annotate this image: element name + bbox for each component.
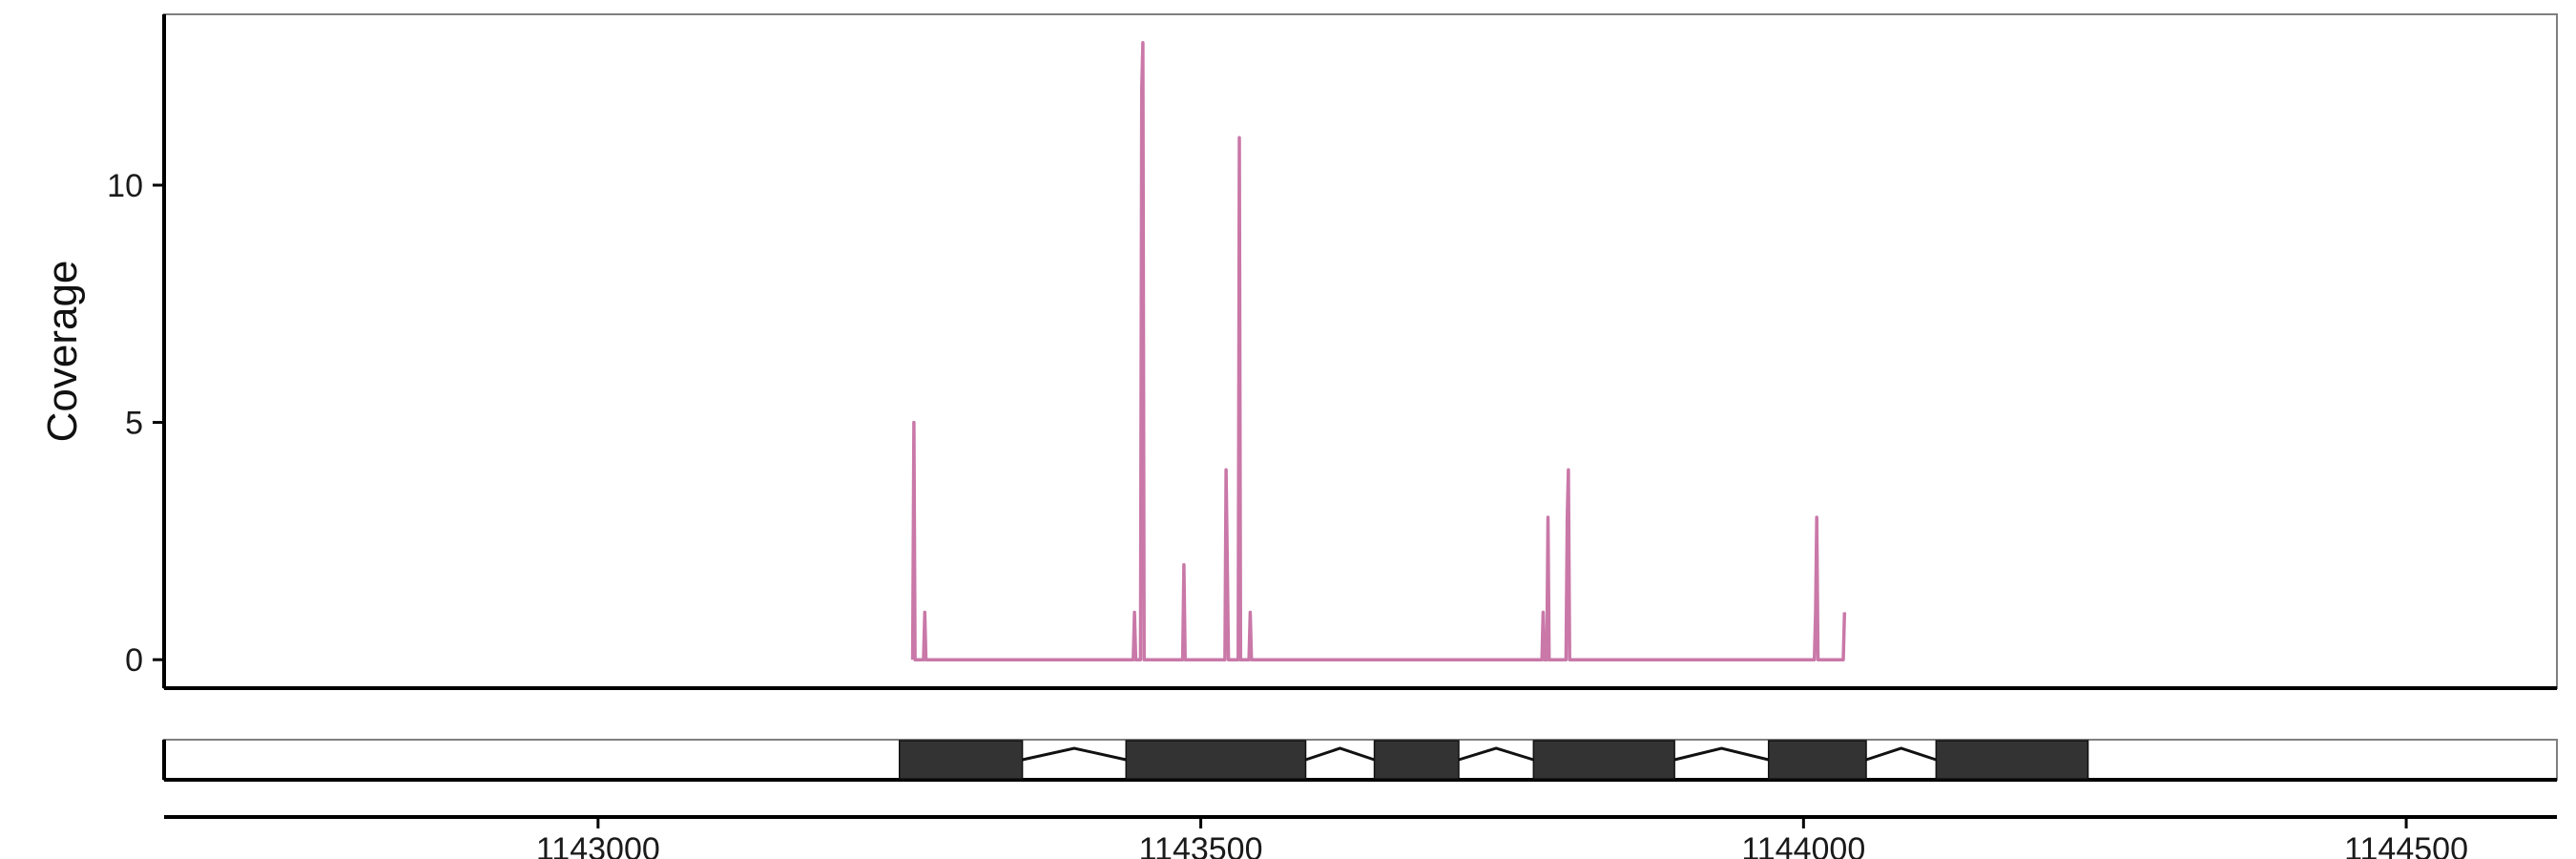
x-tick-label: 1143000 [536, 831, 660, 859]
intron-connectors [1022, 746, 1937, 762]
y-tick-label: 0 [125, 642, 143, 679]
coverage-panel: 0 5 10 Coverage [39, 13, 2558, 690]
intron-connector [1458, 746, 1534, 762]
x-axis-ticks: 1143000 1143500 1144000 1144500 [536, 817, 2468, 859]
intron-connector [1865, 746, 1937, 762]
exon-block [898, 740, 1024, 780]
gene-track-border [163, 739, 2558, 781]
x-axis: 1143000 1143500 1144000 1144500 [164, 815, 2557, 859]
exon-block [1532, 740, 1675, 780]
exon-block [1767, 740, 1867, 780]
intron-connector [1673, 746, 1770, 762]
intron-connector [1305, 746, 1376, 762]
intron-connector [1022, 746, 1127, 762]
y-tick-label: 10 [107, 168, 143, 204]
gene-track [162, 739, 2558, 782]
exon-block [1125, 740, 1307, 780]
coverage-line [910, 41, 1847, 661]
y-axis-ticks: 0 5 10 [107, 168, 164, 679]
x-tick-label: 1144500 [2344, 831, 2468, 859]
exon-block [1373, 740, 1460, 780]
exon-blocks [898, 740, 2089, 780]
x-tick-label: 1143500 [1139, 831, 1263, 859]
y-tick-label: 5 [125, 406, 143, 442]
coverage-panel-border [163, 13, 2558, 689]
exon-block [1935, 740, 2089, 780]
x-tick-label: 1144000 [1741, 831, 1865, 859]
y-axis-title: Coverage [39, 261, 86, 443]
